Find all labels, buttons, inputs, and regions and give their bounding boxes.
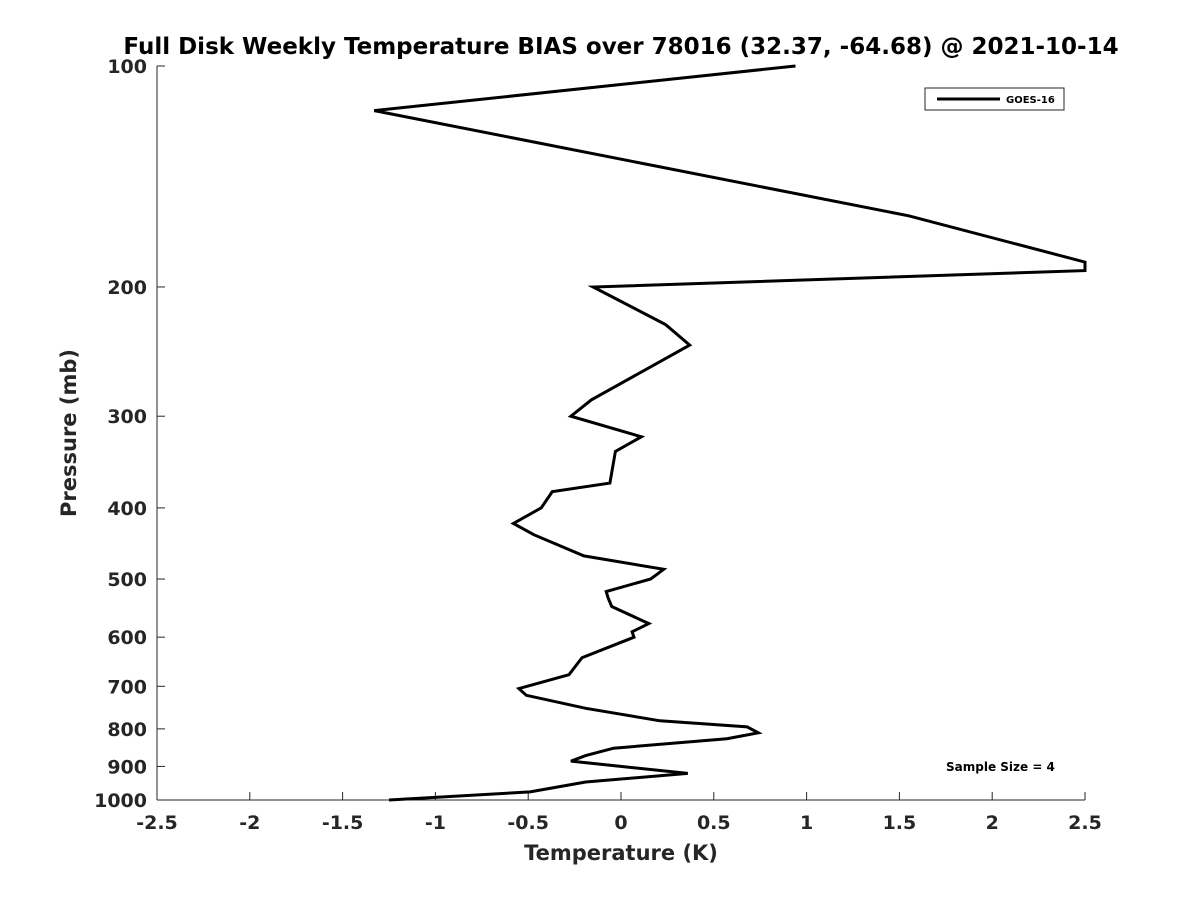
y-tick-label: 400 — [107, 498, 147, 520]
axes — [156, 66, 1085, 801]
y-axis-ticks: 100 200 300 400 500 600 700 800 900 1000 — [94, 56, 165, 812]
sample-size-note: Sample Size = 4 — [946, 760, 1055, 774]
x-tick-label: 2 — [986, 812, 999, 834]
y-tick-label: 500 — [107, 569, 147, 591]
legend-entry-goes-16: GOES-16 — [1006, 95, 1055, 106]
x-tick-label: -2 — [239, 812, 260, 834]
x-tick-label: 1 — [800, 812, 813, 834]
legend: GOES-16 — [924, 87, 1065, 111]
y-tick-label: 900 — [107, 756, 147, 778]
series-group — [373, 64, 1087, 802]
x-tick-label: -1 — [425, 812, 446, 834]
x-axis-label: Temperature (K) — [524, 841, 718, 865]
chart-title: Full Disk Weekly Temperature BIAS over 7… — [123, 34, 1118, 60]
x-tick-label: -1.5 — [322, 812, 364, 834]
x-tick-label: 2.5 — [1068, 812, 1102, 834]
y-tick-label: 700 — [107, 676, 147, 698]
x-tick-label: -2.5 — [136, 812, 178, 834]
x-tick-label: -0.5 — [507, 812, 549, 834]
y-tick-label: 1000 — [94, 790, 147, 812]
y-axis-label: Pressure (mb) — [57, 349, 81, 517]
series-line-goes-16 — [373, 64, 1087, 802]
y-tick-label: 200 — [107, 277, 147, 299]
x-tick-label: 1.5 — [883, 812, 917, 834]
y-tick-label: 800 — [107, 719, 147, 741]
x-tick-label: 0.5 — [697, 812, 731, 834]
x-axis-ticks: -2.5 -2 -1.5 -1 -0.5 0 0.5 1 1.5 2 2.5 — [136, 792, 1102, 834]
x-tick-label: 0 — [614, 812, 627, 834]
y-tick-label: 300 — [107, 406, 147, 428]
y-tick-label: 600 — [107, 627, 147, 649]
y-tick-label: 100 — [107, 56, 147, 78]
